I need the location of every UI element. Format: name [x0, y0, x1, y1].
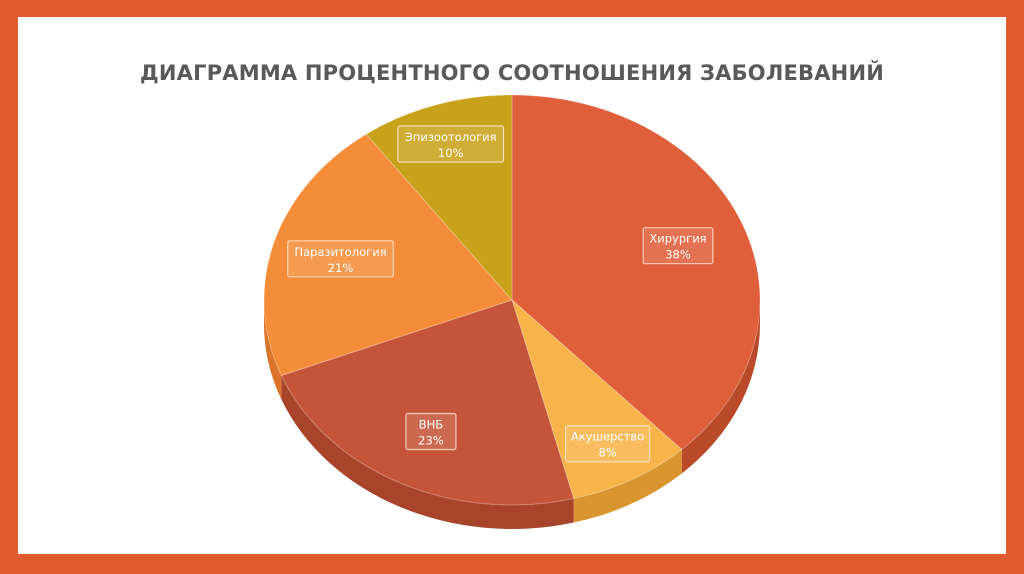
data-label-value: 38%: [665, 248, 691, 262]
chart-title: ДИАГРАММА ПРОЦЕНТНОГО СООТНОШЕНИЯ ЗАБОЛЕ…: [139, 61, 885, 85]
data-label-box: [405, 412, 457, 451]
data-label-box: [564, 425, 651, 463]
data-label-value: 21%: [328, 261, 354, 275]
data-label-box: [287, 240, 394, 278]
pie-slice-внб: [280, 299, 575, 506]
pie-slice-эпизоотология: [365, 94, 513, 302]
data-label-box: [397, 125, 505, 163]
pie-side-паразитология: [264, 300, 282, 400]
data-label-name: Хирургия: [649, 232, 706, 246]
pie-side-walls: [264, 300, 760, 530]
data-label-name: ВНБ: [419, 418, 444, 432]
data-label-внб: ВНБ 23%: [405, 412, 457, 451]
data-label-name: Эпизоотология: [405, 130, 497, 144]
pie-side-хирургия: [681, 300, 760, 474]
pie-slice-акушерство: [510, 298, 683, 500]
pie-slice-паразитология: [263, 133, 513, 377]
pie-side-внб: [281, 375, 574, 530]
data-label-value: 8%: [598, 446, 616, 460]
data-label-акушерство: Акушерство 8%: [564, 425, 651, 463]
data-label-хирургия: Хирургия 38%: [642, 227, 714, 265]
data-label-box: [642, 227, 714, 265]
data-label-value: 10%: [438, 146, 464, 160]
data-label-паразитология: Паразитология 21%: [287, 240, 394, 278]
data-label-value: 23%: [418, 434, 444, 448]
data-label-name: Паразитология: [294, 245, 386, 259]
data-label-name: Акушерство: [571, 430, 644, 444]
data-label-эпизоотология: Эпизоотология 10%: [397, 125, 505, 163]
pie-side-акушерство: [573, 449, 682, 523]
pie-slice-хирургия: [511, 94, 761, 451]
